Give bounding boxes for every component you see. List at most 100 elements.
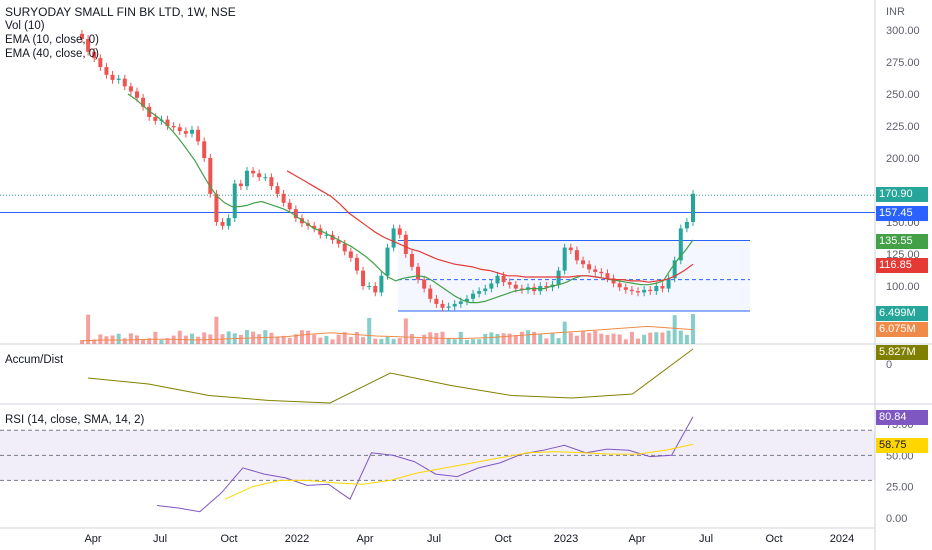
time-tick-label: Apr: [628, 533, 645, 545]
candle-body: [214, 193, 219, 222]
candle-body: [86, 38, 91, 52]
rsi-ma-badge: 58.75: [876, 438, 928, 453]
volume-bar: [354, 332, 359, 344]
volume-bar: [654, 332, 659, 344]
volume-bar: [281, 335, 286, 344]
candle-body: [263, 177, 268, 179]
ema40-legend: EMA (40, close, 0): [5, 48, 99, 60]
candle-body: [397, 228, 402, 235]
volume-bar: [361, 337, 366, 344]
range-box: [398, 240, 750, 311]
candle-body: [208, 158, 213, 194]
volume-bar: [122, 338, 127, 344]
volume-bar: [342, 332, 347, 344]
time-tick-label: Oct: [494, 533, 511, 545]
volume-bar: [422, 334, 427, 344]
volume-bar: [324, 335, 329, 344]
volume-bar: [581, 330, 586, 344]
volume-bar: [532, 331, 537, 344]
accum-dist-line: [87, 348, 694, 404]
volume-bar: [257, 334, 262, 344]
accum-tick-label: 0: [886, 359, 892, 371]
time-tick-label: Oct: [220, 533, 237, 545]
candle-body: [257, 173, 262, 178]
rsi-badge: 80.84: [876, 410, 928, 425]
candle-body: [544, 286, 549, 288]
candle-body: [269, 177, 274, 187]
time-tick-label: 2024: [830, 533, 854, 545]
volume-bar: [92, 339, 97, 344]
volume-bar: [513, 335, 518, 344]
volume-bar: [385, 336, 390, 344]
volume-bar: [238, 334, 243, 344]
volume-bar: [617, 334, 622, 344]
rsi-tick-label: 0.00: [886, 513, 907, 525]
volume-bar: [636, 338, 641, 344]
candle-body: [629, 289, 634, 292]
candle-body: [581, 260, 586, 265]
candle-body: [519, 288, 524, 290]
volume-bar: [452, 339, 457, 344]
time-tick-label: Apr: [356, 533, 373, 545]
candle-body: [226, 218, 231, 226]
price-tick-label: 225.00: [886, 121, 920, 133]
candle-body: [648, 289, 653, 292]
volume-bar: [446, 338, 451, 344]
volume-bar: [147, 338, 152, 344]
candle-body: [666, 278, 671, 289]
candle-body: [440, 303, 445, 308]
volume-bar: [519, 331, 524, 344]
volume-bar: [244, 330, 249, 344]
volume-bar: [367, 317, 372, 344]
candle-body: [171, 126, 176, 128]
volume-bar: [287, 337, 292, 344]
volume-bar: [226, 331, 231, 344]
candle-body: [636, 291, 641, 293]
volume-ma-badge: 6.075M: [876, 322, 928, 337]
volume-bar: [306, 330, 311, 344]
ema10-legend: EMA (10, close, 0): [5, 34, 99, 46]
candle-body: [428, 288, 433, 299]
candle-body: [122, 78, 127, 87]
candle-body: [177, 127, 182, 132]
vol-legend: Vol (10): [5, 20, 45, 32]
volume-bar: [312, 334, 317, 344]
volume-bar: [299, 330, 304, 344]
volume-bar: [275, 337, 280, 344]
candle-body: [373, 286, 378, 293]
candle-body: [483, 288, 488, 292]
candle-body: [202, 141, 207, 158]
candle-body: [623, 287, 628, 290]
volume-bar: [464, 339, 469, 344]
volume-bar: [666, 330, 671, 344]
candle-body: [232, 183, 237, 219]
ema10-badge: 135.55: [876, 234, 928, 249]
volume-bar: [128, 333, 133, 344]
volume-bar: [403, 318, 408, 344]
candle-body: [434, 298, 439, 304]
candle-body: [654, 286, 659, 292]
volume-bar: [177, 330, 182, 344]
candle-body: [587, 264, 592, 270]
candle-body: [471, 293, 476, 299]
symbol-title: SURYODAY SMALL FIN BK LTD, 1W, NSE: [5, 5, 236, 19]
price-tick-label: 275.00: [886, 57, 920, 69]
candle-body: [416, 266, 421, 280]
volume-bar: [623, 339, 628, 344]
volume-bar: [678, 330, 683, 344]
volume-bar: [562, 321, 567, 344]
candle-body: [165, 119, 170, 126]
volume-bar: [98, 334, 103, 344]
volume-bar: [587, 332, 592, 344]
volume-bar: [116, 333, 121, 344]
candle-body: [141, 97, 146, 107]
volume-bar: [501, 333, 506, 344]
volume-bar: [593, 330, 598, 344]
volume-bar: [86, 314, 91, 344]
candle-body: [495, 275, 500, 284]
level-badge: 157.45: [876, 206, 928, 221]
volume-bar: [202, 332, 207, 344]
candle-body: [104, 67, 109, 75]
currency-label: INR: [886, 6, 905, 18]
